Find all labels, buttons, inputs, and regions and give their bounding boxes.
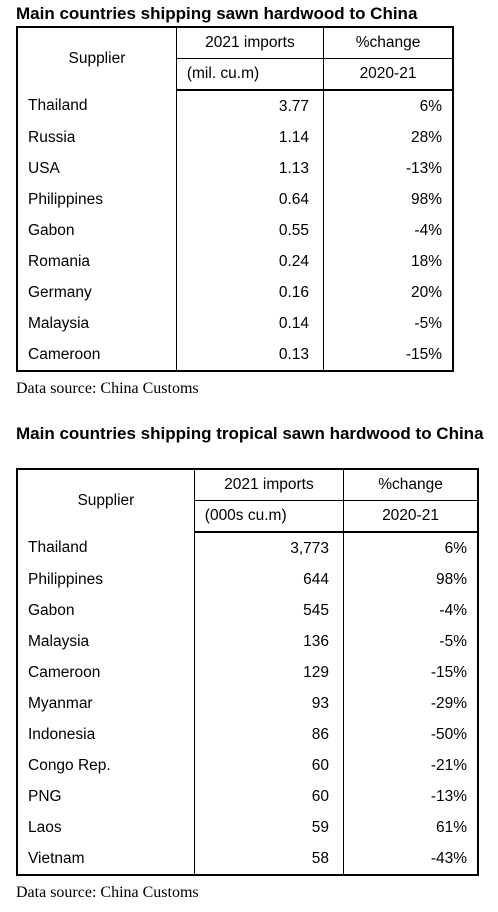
supplier-cell: Romania: [17, 246, 177, 277]
supplier-cell: Malaysia: [17, 626, 195, 657]
imports-cell: 59: [194, 812, 345, 843]
table-row: Vietnam 58 -43%: [17, 843, 478, 875]
change-cell: 18%: [410, 252, 442, 270]
header-supplier: Supplier: [17, 469, 195, 532]
change-cell: -15%: [430, 663, 467, 681]
supplier-cell: Myanmar: [17, 688, 195, 719]
imports-cell: 60: [194, 750, 345, 781]
header-change-period: 2020-21: [323, 58, 453, 91]
supplier-cell: Philippines: [17, 184, 177, 215]
change-cell: 98%: [435, 570, 467, 588]
table-row: PNG 60 -13%: [17, 781, 478, 812]
imports-cell: 0.55: [176, 215, 325, 246]
header-imports: 2021 imports: [194, 469, 345, 501]
supplier-cell: Congo Rep.: [17, 750, 195, 781]
table-row: Germany 0.16 20%: [17, 277, 453, 308]
imports-cell: 0.13: [176, 339, 325, 371]
supplier-cell: Philippines: [17, 564, 195, 595]
change-cell: -5%: [439, 632, 467, 650]
header-imports-unit: (mil. cu.m): [176, 58, 325, 91]
change-cell: 20%: [410, 283, 442, 301]
header-change-period: 2020-21: [343, 500, 478, 533]
table-row: Malaysia 136 -5%: [17, 626, 478, 657]
table-row: Philippines 644 98%: [17, 564, 478, 595]
change-cell: -13%: [430, 787, 467, 805]
table-row: Romania 0.24 18%: [17, 246, 453, 277]
supplier-cell: Russia: [17, 122, 177, 153]
change-cell: -4%: [414, 221, 442, 239]
table-row: Gabon 545 -4%: [17, 595, 478, 626]
table-row: Indonesia 86 -50%: [17, 719, 478, 750]
change-cell: -50%: [430, 725, 467, 743]
table-row: Congo Rep. 60 -21%: [17, 750, 478, 781]
imports-cell: 60: [194, 781, 345, 812]
supplier-cell: Germany: [17, 277, 177, 308]
imports-cell: 136: [194, 626, 345, 657]
table-title: Main countries shipping sawn hardwood to…: [16, 4, 418, 23]
imports-cell: 129: [194, 657, 345, 688]
supplier-cell: Gabon: [17, 215, 177, 246]
change-cell: -43%: [430, 849, 467, 867]
change-cell: -15%: [405, 345, 442, 363]
change-cell: 28%: [410, 128, 442, 146]
tropical-sawn-hardwood-table: Supplier 2021 imports %change (000s cu.m…: [16, 468, 479, 876]
imports-cell: 644: [194, 564, 345, 595]
change-cell: -5%: [414, 314, 442, 332]
imports-cell: 0.64: [176, 184, 325, 215]
supplier-cell: Vietnam: [17, 843, 195, 875]
supplier-cell: Thailand: [17, 532, 195, 564]
supplier-cell: PNG: [17, 781, 195, 812]
change-cell: 6%: [444, 539, 467, 557]
table-row: Philippines 0.64 98%: [17, 184, 453, 215]
table-row: Russia 1.14 28%: [17, 122, 453, 153]
data-source-note: Data source: China Customs: [16, 884, 199, 901]
supplier-cell: Cameroon: [17, 657, 195, 688]
imports-cell: 0.16: [176, 277, 325, 308]
imports-cell: 1.14: [176, 122, 325, 153]
sawn-hardwood-table: Supplier 2021 imports %change (mil. cu.m…: [16, 26, 454, 372]
table-row: Myanmar 93 -29%: [17, 688, 478, 719]
change-cell: 6%: [419, 97, 442, 115]
imports-cell: 93: [194, 688, 345, 719]
imports-cell: 86: [194, 719, 345, 750]
supplier-cell: Cameroon: [17, 339, 177, 371]
supplier-cell: Indonesia: [17, 719, 195, 750]
change-cell: -29%: [430, 694, 467, 712]
data-source-note: Data source: China Customs: [16, 380, 199, 397]
imports-cell: 0.14: [176, 308, 325, 339]
table-row: Laos 59 61%: [17, 812, 478, 843]
imports-cell: 3,773: [194, 532, 345, 564]
table-row: Malaysia 0.14 -5%: [17, 308, 453, 339]
table-row: Thailand 3,773 6%: [17, 532, 478, 564]
header-imports-unit: (000s cu.m): [194, 500, 345, 533]
table-row: Thailand 3.77 6%: [17, 90, 453, 122]
table-row: Cameroon 129 -15%: [17, 657, 478, 688]
supplier-cell: Laos: [17, 812, 195, 843]
table-row: Gabon 0.55 -4%: [17, 215, 453, 246]
header-imports: 2021 imports: [176, 27, 325, 59]
imports-cell: 0.24: [176, 246, 325, 277]
imports-cell: 58: [194, 843, 345, 875]
imports-cell: 3.77: [176, 90, 325, 122]
table-title: Main countries shipping tropical sawn ha…: [16, 424, 484, 443]
change-cell: 98%: [410, 190, 442, 208]
imports-cell: 545: [194, 595, 345, 626]
supplier-cell: Gabon: [17, 595, 195, 626]
change-cell: -4%: [439, 601, 467, 619]
change-cell: 61%: [435, 818, 467, 836]
supplier-cell: USA: [17, 153, 177, 184]
table-row: Cameroon 0.13 -15%: [17, 339, 453, 371]
table-row: USA 1.13 -13%: [17, 153, 453, 184]
supplier-cell: Thailand: [17, 90, 177, 122]
supplier-cell: Malaysia: [17, 308, 177, 339]
header-supplier: Supplier: [17, 27, 177, 90]
header-change: %change: [323, 27, 453, 59]
change-cell: -21%: [430, 756, 467, 774]
change-cell: -13%: [405, 159, 442, 177]
imports-cell: 1.13: [176, 153, 325, 184]
header-change: %change: [343, 469, 478, 501]
